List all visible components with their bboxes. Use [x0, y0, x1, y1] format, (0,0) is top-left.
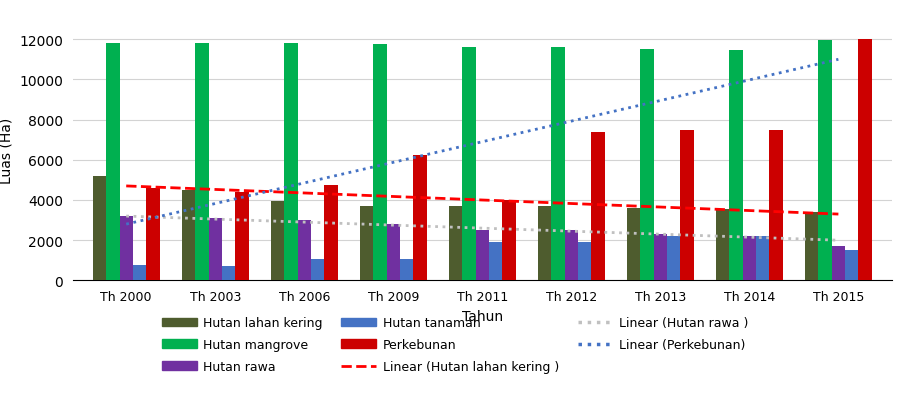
Bar [284, 44, 298, 281]
Bar [845, 251, 858, 281]
Bar [182, 190, 196, 281]
Bar [359, 207, 373, 281]
Bar [627, 209, 641, 281]
Bar [387, 225, 400, 281]
Bar [119, 217, 133, 281]
Bar [196, 44, 208, 281]
Bar [832, 247, 845, 281]
Bar [208, 219, 222, 281]
Bar [400, 260, 413, 281]
Bar [578, 243, 592, 281]
Bar [413, 155, 427, 281]
X-axis label: Tahun: Tahun [461, 309, 503, 323]
Bar [653, 235, 667, 281]
Bar [858, 40, 872, 281]
Bar [805, 213, 818, 281]
Bar [106, 44, 119, 281]
Bar [373, 45, 387, 281]
Bar [818, 41, 832, 281]
Bar [133, 265, 147, 281]
Bar [147, 188, 159, 281]
Bar [489, 243, 502, 281]
Bar [324, 185, 338, 281]
Bar [236, 192, 248, 281]
Bar [93, 176, 106, 281]
Bar [311, 260, 324, 281]
Bar [222, 267, 236, 281]
Bar [716, 209, 729, 281]
Bar [564, 231, 578, 281]
Bar [271, 202, 284, 281]
Bar [462, 48, 476, 281]
Bar [743, 237, 756, 281]
Bar [756, 237, 769, 281]
Bar [476, 231, 489, 281]
Y-axis label: Luas (Ha): Luas (Ha) [0, 117, 14, 183]
Bar [502, 200, 516, 281]
Bar [449, 207, 462, 281]
Bar [592, 132, 605, 281]
Bar [641, 50, 653, 281]
Bar [538, 207, 551, 281]
Bar [681, 130, 693, 281]
Bar [729, 51, 743, 281]
Bar [551, 48, 564, 281]
Bar [298, 221, 311, 281]
Bar [667, 237, 681, 281]
Legend: Hutan lahan kering, Hutan mangrove, Hutan rawa, Hutan tanaman, Perkebunan, Linea: Hutan lahan kering, Hutan mangrove, Huta… [162, 317, 748, 373]
Bar [769, 130, 783, 281]
